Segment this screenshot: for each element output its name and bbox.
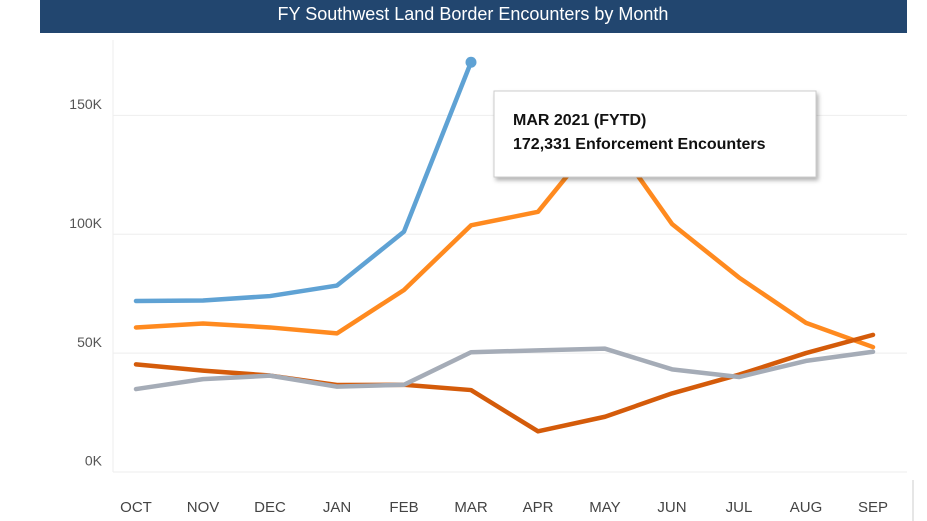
title-bar	[40, 0, 907, 33]
tooltip-text: 172,331 Enforcement Encounters	[513, 136, 766, 153]
x-tick-label: MAY	[589, 499, 620, 516]
series-line	[133, 59, 474, 304]
x-tick-label: OCT	[120, 499, 152, 516]
y-tick-label: 100K	[69, 215, 102, 231]
tooltip: MAR 2021 (FYTD) 172,331 Enforcement Enco…	[493, 90, 817, 178]
y-tick-label: 150K	[69, 96, 102, 112]
y-tick-label: 50K	[77, 334, 103, 350]
x-tick-label: JUL	[726, 499, 753, 516]
tooltip-title: MAR 2021 (FYTD)	[513, 112, 646, 129]
x-tick-label: AUG	[790, 499, 823, 516]
point-marker	[465, 56, 477, 68]
chart-title: FY Southwest Land Border Encounters by M…	[278, 4, 669, 24]
y-tick-label: 0K	[85, 453, 103, 469]
series-line	[133, 127, 876, 350]
series-line	[133, 346, 876, 392]
tooltip-box	[493, 90, 817, 178]
x-tick-label: APR	[523, 499, 554, 516]
x-tick-label: JAN	[323, 499, 351, 516]
x-tick-label: MAR	[454, 499, 488, 516]
x-tick-label: FEB	[389, 499, 418, 516]
x-tick-label: SEP	[858, 499, 888, 516]
x-tick-label: JUN	[657, 499, 686, 516]
x-tick-label: DEC	[254, 499, 286, 516]
x-tick-label: NOV	[187, 499, 220, 516]
